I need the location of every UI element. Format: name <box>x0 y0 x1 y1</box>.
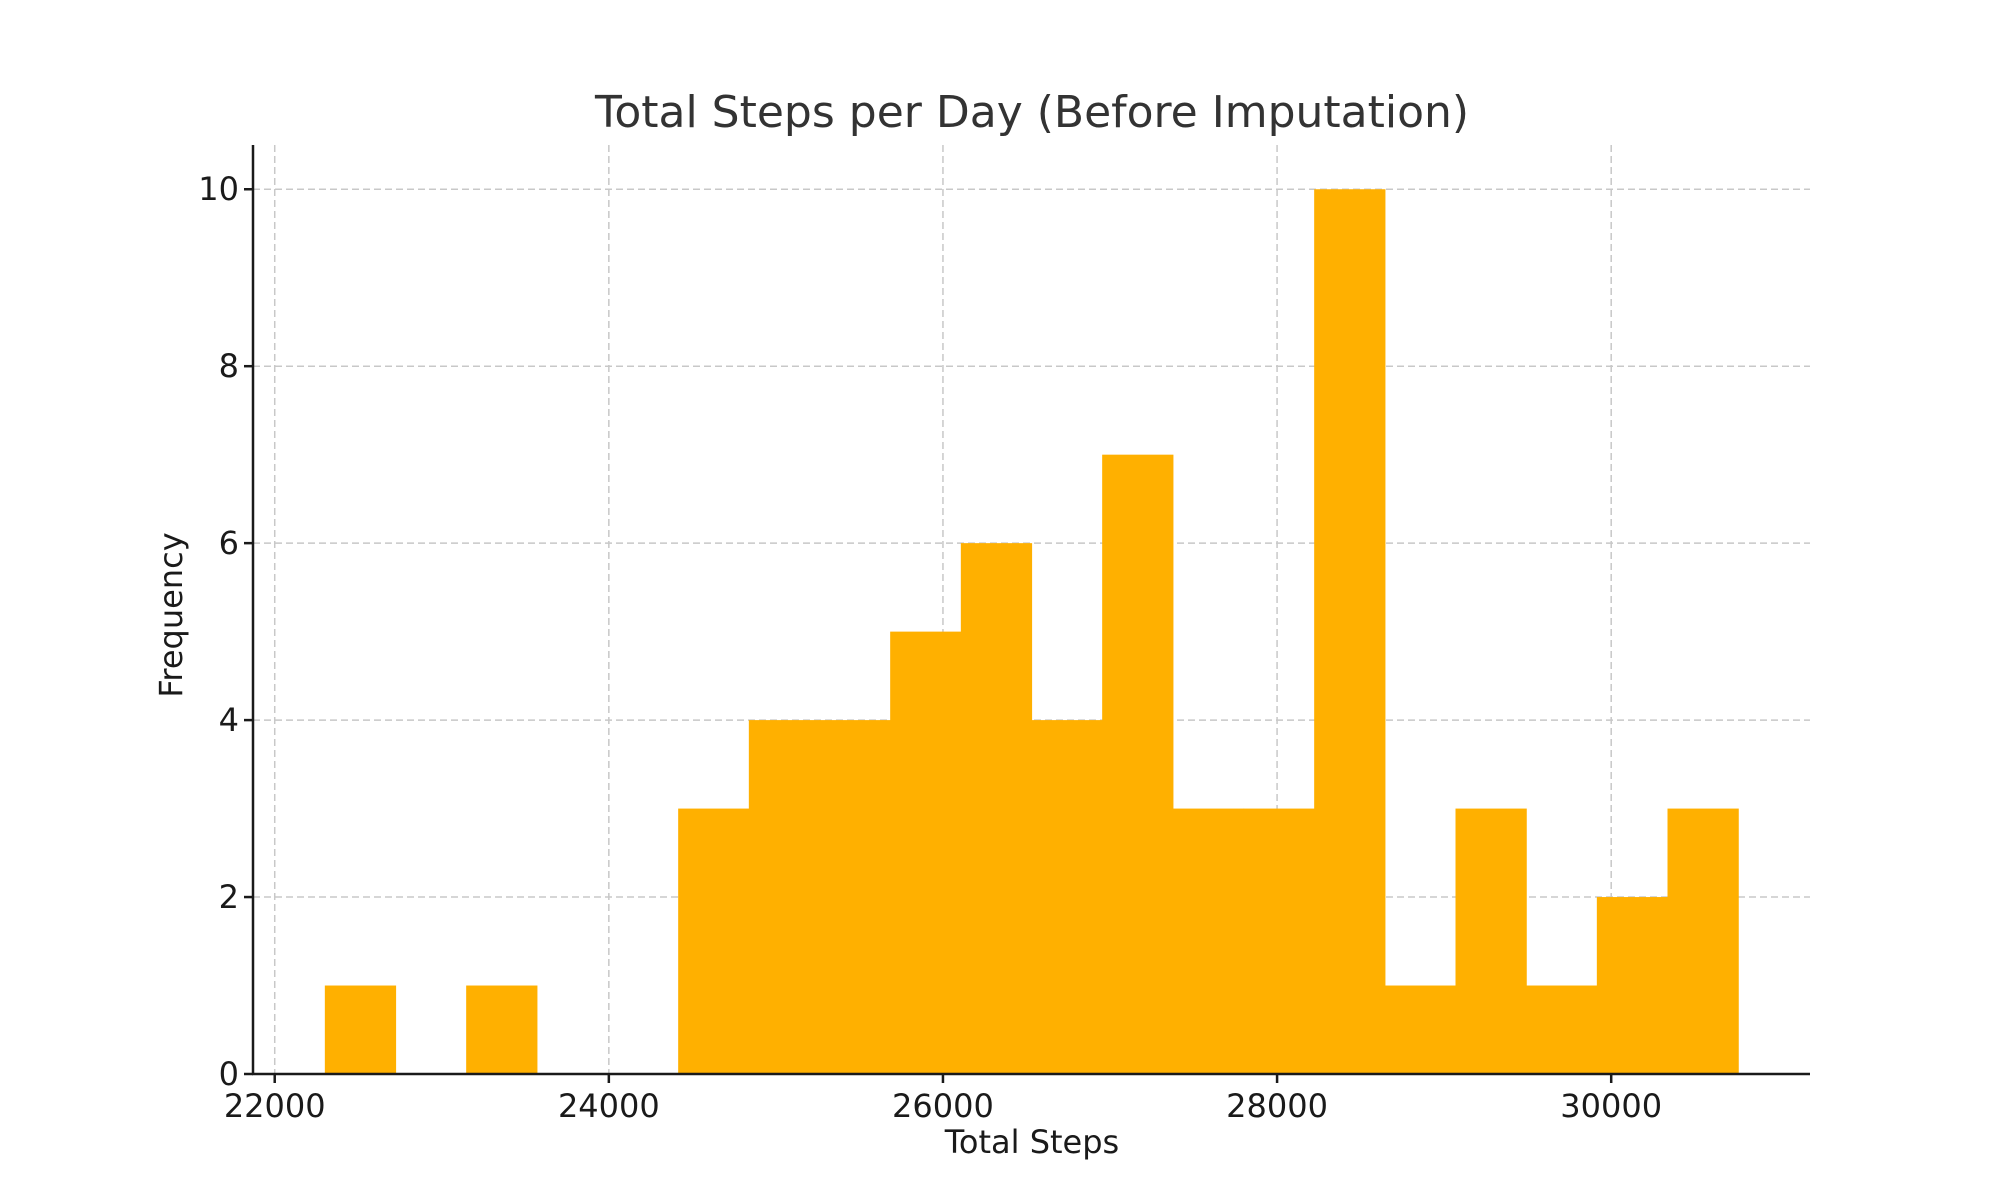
histogram-bar <box>1526 985 1598 1074</box>
histogram-bar <box>466 985 538 1074</box>
y-ticks: 0 2 4 6 8 10 <box>198 170 253 1093</box>
x-axis-label: Total Steps <box>944 1123 1119 1161</box>
y-tick-label: 2 <box>219 878 239 916</box>
y-tick-label: 0 <box>219 1055 239 1093</box>
histogram-bar <box>1384 985 1457 1074</box>
histogram-bar <box>1031 720 1103 1074</box>
x-tick-label: 30000 <box>1560 1087 1662 1125</box>
histogram-bar <box>1172 808 1245 1074</box>
histogram-bar <box>1314 189 1386 1074</box>
histogram-bar <box>1596 897 1669 1074</box>
histogram-bar <box>1102 454 1174 1075</box>
y-tick-label: 10 <box>198 170 239 208</box>
y-tick-label: 4 <box>219 701 239 739</box>
axes <box>251 145 1810 1076</box>
histogram-bar <box>1455 808 1527 1074</box>
y-axis-label: Frequency <box>152 532 190 697</box>
x-tick-label: 26000 <box>892 1087 994 1125</box>
histogram-bar <box>748 720 821 1074</box>
grid <box>253 145 1810 1075</box>
histogram-bar <box>890 631 962 1074</box>
y-tick-label: 6 <box>219 524 239 562</box>
histogram-bar <box>678 808 750 1074</box>
chart-title: Total Steps per Day (Before Imputation) <box>594 87 1469 138</box>
x-tick-label: 24000 <box>558 1087 660 1125</box>
histogram-bar <box>1243 808 1315 1074</box>
bars <box>324 189 1739 1075</box>
x-tick-label: 22000 <box>224 1087 326 1125</box>
y-tick-label: 8 <box>219 347 239 385</box>
histogram-bar <box>1667 808 1739 1074</box>
histogram-bar <box>960 543 1033 1074</box>
x-ticks: 22000 24000 26000 28000 30000 <box>224 1074 1662 1125</box>
histogram-bar <box>819 720 891 1074</box>
x-tick-label: 28000 <box>1226 1087 1328 1125</box>
histogram-bar <box>324 985 397 1074</box>
